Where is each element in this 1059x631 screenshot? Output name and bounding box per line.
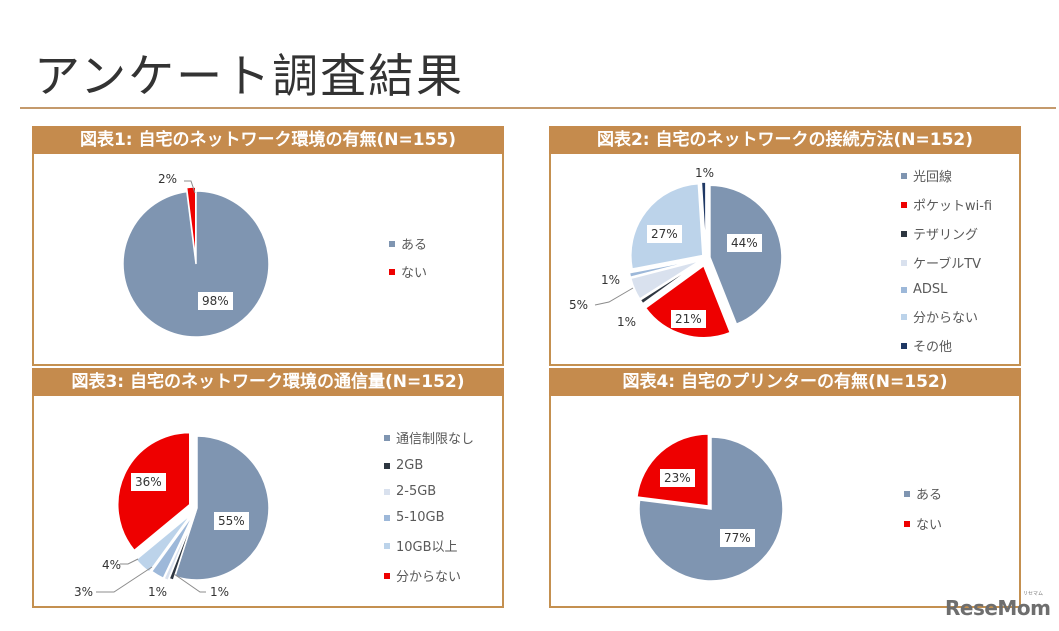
legend-swatch-red: [901, 201, 907, 208]
chart-panel-3: 図表3: 自宅のネットワーク環境の通信量(N=152) 55% 36% 4% 3…: [32, 368, 504, 608]
legend-swatch-slate: [904, 490, 910, 497]
legend-swatch-sky: [384, 542, 390, 549]
legend-label: 5-10GB: [396, 510, 445, 525]
chart-1-legend: ある ない: [389, 234, 427, 281]
chart-4-label-aru: 77%: [720, 529, 755, 547]
chart-2-label-adsl: 1%: [601, 273, 621, 287]
legend-label: テザリング: [913, 228, 979, 243]
resemom-logo: ReseMom: [945, 596, 1051, 620]
legend-item: テザリング: [901, 224, 992, 243]
pie-slice: [709, 184, 783, 326]
pie-slice: [629, 259, 701, 300]
legend-item: ケーブルTV: [901, 253, 992, 272]
pie-slice: [185, 186, 197, 261]
legend-label: 通信制限なし: [396, 432, 475, 447]
chart-panel-1: 図表1: 自宅のネットワーク環境の有無(N=155) 2% 98% ある ない: [32, 126, 504, 366]
pie-slice: [150, 512, 195, 580]
pie-slice: [639, 260, 702, 305]
legend-swatch-dark: [384, 462, 390, 469]
legend-item: 光回線: [901, 166, 992, 185]
chart-1-label-aru: 98%: [198, 292, 233, 310]
chart-2-label-unknown: 27%: [647, 225, 682, 243]
chart-panel-2: 図表2: 自宅のネットワークの接続方法(N=152) 1% 44% 27% 21…: [549, 126, 1021, 366]
legend-label: 10GB以上: [396, 540, 458, 555]
chart-2-title: 図表2: 自宅のネットワークの接続方法(N=152): [549, 126, 1021, 154]
legend-label: ケーブルTV: [913, 257, 982, 272]
legend-item: 10GB以上: [384, 536, 474, 555]
pie-slice: [173, 435, 270, 581]
legend-label: 2-5GB: [396, 484, 437, 499]
chart-3-label-10gb-plus: 4%: [102, 558, 122, 572]
chart-3-title: 図表3: 自宅のネットワーク環境の通信量(N=152): [32, 368, 504, 396]
chart-1-label-nai: 2%: [158, 172, 178, 186]
chart-3-label-unlimited: 55%: [214, 512, 249, 530]
legend-item: 通信制限なし: [384, 428, 474, 447]
legend-label: ある: [916, 488, 943, 503]
legend-swatch-light-blue: [901, 286, 907, 293]
pie-slice: [700, 181, 707, 255]
legend-item: 分からない: [384, 566, 474, 585]
legend-swatch-pale: [901, 259, 907, 266]
legend-item: 分からない: [901, 307, 992, 326]
legend-swatch-pale: [384, 488, 390, 495]
chart-4-legend: ある ない: [904, 484, 942, 533]
chart-1-pie: [122, 180, 270, 338]
legend-item: ある: [389, 234, 427, 253]
legend-swatch-red: [389, 268, 395, 275]
legend-label: ADSL: [913, 282, 948, 297]
pie-slice: [644, 264, 732, 339]
legend-swatch-slate: [389, 240, 395, 247]
legend-item: ある: [904, 484, 942, 503]
chart-1-title: 図表1: 自宅のネットワーク環境の有無(N=155): [32, 126, 504, 154]
legend-swatch-red: [904, 520, 910, 527]
chart-3-legend: 通信制限なし 2GB 2-5GB 5-10GB 10GB以上 分からない: [384, 428, 474, 585]
legend-item: 2GB: [384, 458, 474, 473]
chart-2-label-cable: 5%: [569, 298, 589, 312]
chart-3-label-2-5gb: 1%: [148, 585, 168, 599]
legend-label: 2GB: [396, 458, 424, 473]
legend-label: ポケットwi-fi: [913, 199, 993, 214]
legend-label: 光回線: [913, 170, 953, 185]
legend-item: ない: [904, 514, 942, 533]
legend-swatch-dark: [901, 230, 907, 237]
chart-3-pie: [96, 431, 270, 593]
legend-swatch-slate: [384, 434, 390, 441]
legend-swatch-light-blue: [384, 514, 390, 521]
legend-swatch-slate: [901, 172, 907, 179]
legend-item: その他: [901, 336, 992, 355]
legend-label: 分からない: [913, 311, 979, 326]
title-divider: [20, 107, 1056, 109]
legend-swatch-sky: [901, 313, 907, 320]
chart-4-label-nai: 23%: [660, 469, 695, 487]
page-title: アンケート調査結果: [34, 49, 465, 103]
pie-slice: [628, 258, 701, 279]
chart-2-label-other: 1%: [695, 166, 715, 180]
legend-label: その他: [913, 340, 953, 355]
chart-2-label-fiber: 44%: [727, 234, 762, 252]
chart-4-title: 図表4: 自宅のプリンターの有無(N=152): [549, 368, 1021, 396]
chart-4-pie: [636, 433, 784, 582]
legend-item: ポケットwi-fi: [901, 195, 992, 214]
legend-item: 5-10GB: [384, 510, 474, 525]
legend-label: ある: [401, 238, 428, 253]
pie-slice: [162, 513, 196, 582]
chart-2-label-pocket: 21%: [671, 310, 706, 328]
legend-item: 2-5GB: [384, 484, 474, 499]
legend-swatch-navy: [901, 342, 907, 349]
chart-3-label-5-10gb: 3%: [74, 585, 94, 599]
legend-label: ない: [916, 518, 943, 533]
chart-2-pie: [594, 181, 783, 339]
resemom-logo-ruby: リセマム: [1023, 591, 1044, 597]
legend-swatch-red: [384, 572, 390, 579]
legend-item: ない: [389, 262, 427, 281]
chart-2-label-tether: 1%: [617, 315, 637, 329]
chart-3-label-unknown: 36%: [131, 473, 166, 491]
chart-panel-4: 図表4: 自宅のプリンターの有無(N=152) 77% 23% ある ない: [549, 368, 1021, 608]
legend-item: ADSL: [901, 282, 992, 297]
legend-label: 分からない: [396, 570, 462, 585]
legend-label: ない: [401, 266, 428, 281]
chart-3-label-2gb: 1%: [210, 585, 230, 599]
chart-2-legend: 光回線 ポケットwi-fi テザリング ケーブルTV ADSL 分からない その…: [901, 166, 992, 355]
pie-slice: [117, 431, 191, 552]
